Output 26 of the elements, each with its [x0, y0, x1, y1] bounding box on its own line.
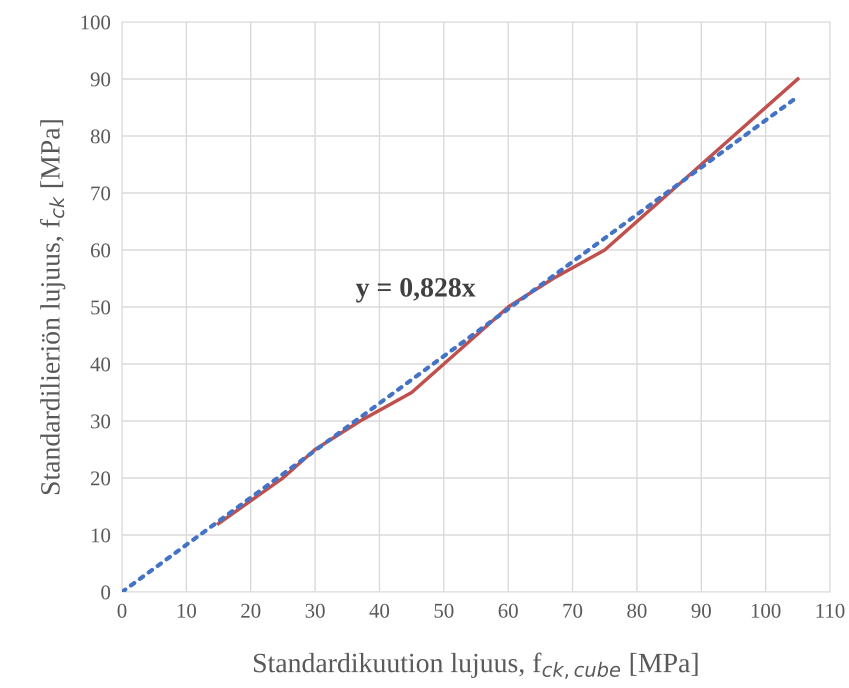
y-tick-label: 60 — [90, 243, 110, 258]
y-tick-label: 80 — [90, 129, 110, 144]
y-tick-label: 100 — [81, 15, 110, 30]
x-tick-label: 110 — [816, 604, 844, 618]
x-tick-label: 10 — [178, 604, 196, 618]
y-tick-label: 20 — [90, 471, 110, 486]
x-tick-label: 20 — [241, 604, 260, 618]
x-axis-title: Standardikuution lujuus, f$_{ck,cube}$ [MPa] — [254, 652, 698, 679]
x-tick-label: 80 — [627, 604, 647, 618]
x-tick-label: 50 — [434, 604, 454, 618]
y-tick-label: 30 — [91, 414, 110, 428]
y-tick-label: 10 — [92, 528, 110, 542]
y-tick-label: 90 — [90, 72, 110, 86]
x-tick-label: 40 — [369, 604, 390, 618]
x-tick-label: 70 — [564, 604, 582, 618]
y-tick-label: 0 — [101, 585, 110, 600]
x-tick-label: 90 — [692, 604, 711, 618]
y-tick-label: 50 — [91, 300, 110, 314]
x-tick-label: 30 — [306, 604, 325, 618]
y-axis-title: Standardilieriön lujuus, f$_{ck}$ [MPa] — [40, 120, 66, 494]
y-tick-label: 70 — [91, 186, 110, 200]
x-tick-label: 100 — [752, 604, 780, 618]
y-tick-label: 40 — [90, 357, 110, 372]
x-tick-label: 60 — [498, 604, 518, 618]
x-tick-label: 0 — [118, 604, 126, 618]
annotation: y = 0,828x — [356, 278, 476, 302]
